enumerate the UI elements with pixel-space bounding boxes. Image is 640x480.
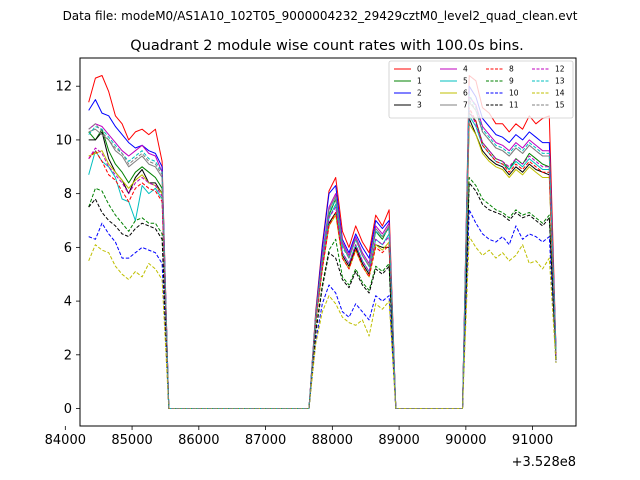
- plot-area: 84000 85000 86000 87000 88000 89000 90000 91000…: [45, 57, 577, 448]
- legend-label-1: 1: [417, 77, 422, 86]
- x-offset-label: +3.528e8: [512, 455, 576, 470]
- y-tick-label-2: 4: [64, 295, 72, 310]
- y-axis: 0 2 4 6 8 10 12: [55, 80, 80, 417]
- y-tick-label-5: 10: [55, 133, 72, 148]
- x-tick-label-0: 84000: [45, 433, 86, 448]
- legend-label-11: 11: [509, 101, 519, 110]
- series-line-15: [88, 99, 557, 409]
- legend-label-4: 4: [463, 65, 468, 74]
- x-tick-label-4: 88000: [312, 433, 353, 448]
- x-tick-label-2: 86000: [178, 433, 219, 448]
- legend-label-9: 9: [509, 77, 514, 86]
- legend-label-0: 0: [417, 65, 422, 74]
- x-tick-label-3: 87000: [245, 433, 286, 448]
- y-tick-label-4: 8: [64, 187, 72, 202]
- legend-label-13: 13: [555, 77, 565, 86]
- legend-label-7: 7: [463, 101, 468, 110]
- legend-label-8: 8: [509, 65, 514, 74]
- legend-label-10: 10: [509, 89, 519, 98]
- y-tick-label-1: 2: [64, 348, 72, 363]
- series-line-14: [88, 236, 557, 409]
- legend-label-12: 12: [555, 65, 565, 74]
- y-tick-label-0: 0: [64, 402, 72, 417]
- legend-label-14: 14: [555, 89, 565, 98]
- x-tick-label-1: 85000: [111, 433, 152, 448]
- y-tick-label-3: 6: [64, 241, 72, 256]
- axes-frame: [79, 57, 577, 427]
- x-tick-label-6: 90000: [445, 433, 486, 448]
- chart-title: Quadrant 2 module wise count rates with …: [130, 38, 524, 54]
- legend-label-3: 3: [417, 101, 422, 110]
- legend-label-5: 5: [463, 77, 468, 86]
- x-tick-label-7: 91000: [512, 433, 553, 448]
- legend-frame: [388, 60, 574, 119]
- x-tick-label-5: 89000: [378, 433, 419, 448]
- y-tick-label-6: 12: [55, 80, 72, 95]
- x-axis: 84000 85000 86000 87000 88000 89000 90000 91000: [45, 426, 553, 448]
- legend-label-15: 15: [555, 101, 565, 110]
- figure-suptitle: Data file: modeM0/AS1A10_102T05_90000042…: [63, 9, 578, 23]
- legend-label-2: 2: [417, 89, 422, 98]
- legend-label-6: 6: [463, 89, 468, 98]
